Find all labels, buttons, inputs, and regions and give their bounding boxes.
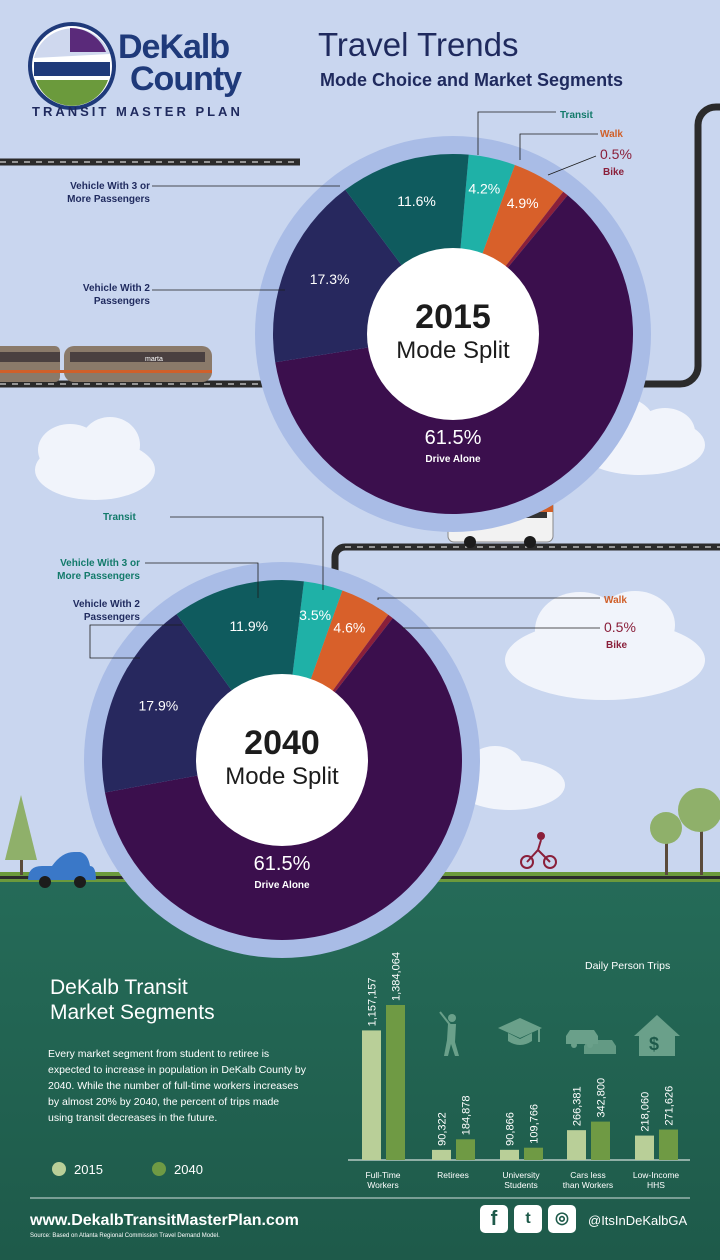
twitter-icon[interactable]: t: [514, 1205, 542, 1233]
facebook-icon[interactable]: f: [480, 1205, 508, 1233]
website-link[interactable]: www.DekalbTransitMasterPlan.com: [30, 1212, 299, 1230]
source-note: Source: Based on Atlanta Regional Commis…: [30, 1233, 220, 1239]
social-handle[interactable]: @ItsInDeKalbGA: [588, 1213, 687, 1228]
instagram-icon[interactable]: ◎: [548, 1205, 576, 1233]
